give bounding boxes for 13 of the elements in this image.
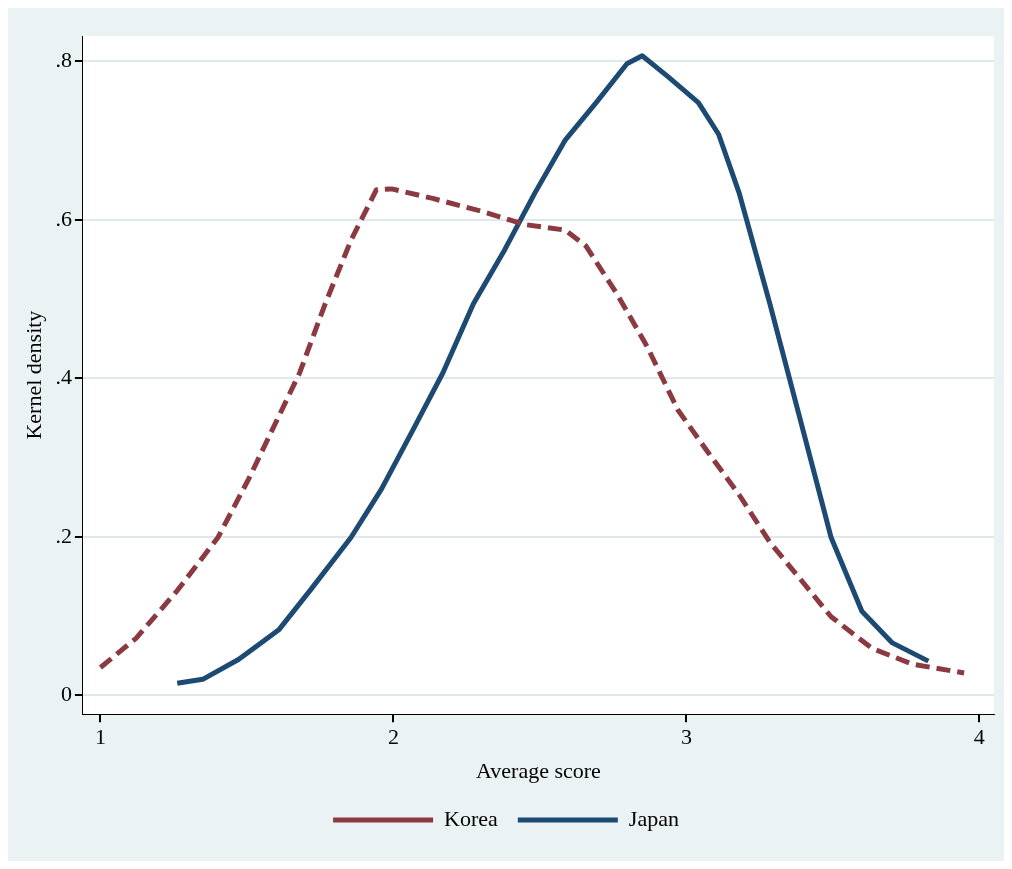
legend-label: Japan bbox=[628, 805, 679, 831]
x-tick-label: 1 bbox=[94, 724, 106, 750]
y-axis-title: Kernel density bbox=[20, 310, 46, 440]
x-tick-label: 3 bbox=[680, 724, 692, 750]
x-axis-title: Average score bbox=[476, 757, 601, 783]
y-tick-label: .6 bbox=[55, 205, 72, 231]
legend-label: Korea bbox=[444, 805, 499, 831]
x-tick-label: 2 bbox=[387, 724, 399, 750]
y-tick-label: .2 bbox=[55, 522, 72, 548]
y-tick-label: .8 bbox=[55, 47, 72, 73]
y-tick-label: .4 bbox=[55, 364, 72, 390]
x-tick-label: 4 bbox=[973, 724, 985, 750]
y-tick-label: 0 bbox=[60, 680, 72, 706]
